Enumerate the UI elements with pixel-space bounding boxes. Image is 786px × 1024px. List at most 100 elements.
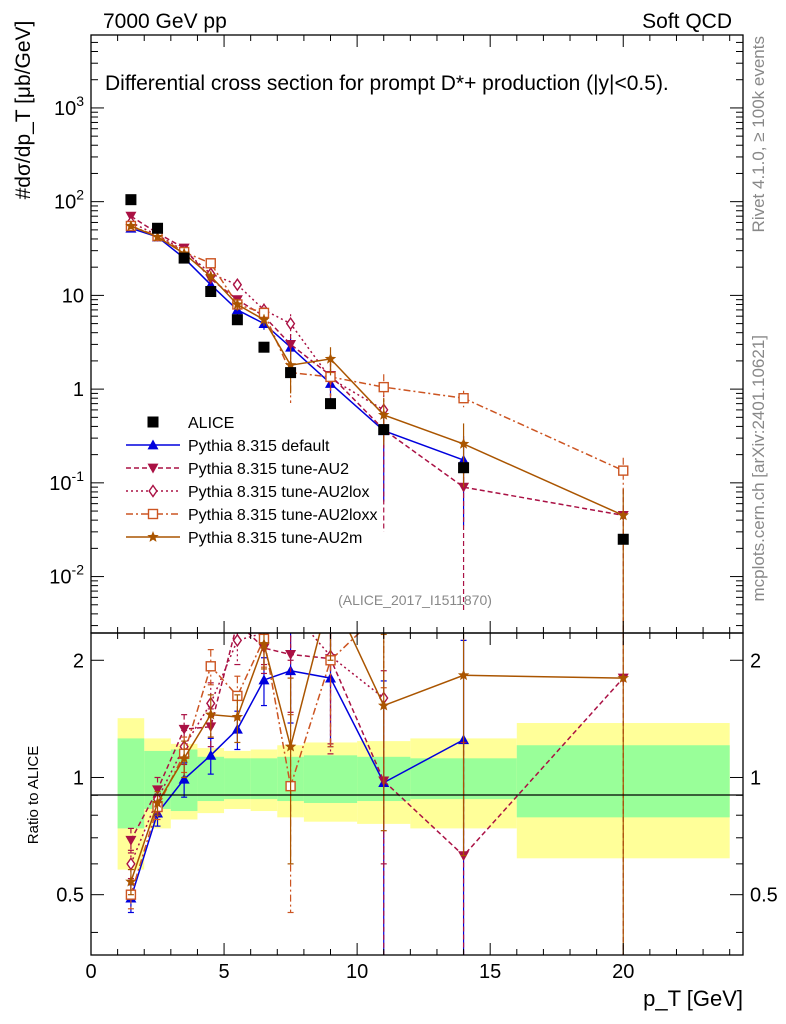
ratio-y-tick-label: 0.5 [56,885,84,907]
ratio-y-tick-label: 1 [73,767,84,789]
legend-marker [147,463,159,474]
main-point [378,409,390,420]
main-point [617,509,629,521]
main-point [258,313,270,325]
main-point [205,270,217,282]
main-point [205,258,216,269]
main-point [458,392,469,404]
legend-entry: Pythia 8.315 tune-AU2loxx [126,507,377,524]
alice-data-point [458,462,470,474]
alice-data-point [258,341,270,353]
x-tick-label: 15 [479,961,501,983]
ratio-point [325,586,336,597]
ratio-point [178,752,190,764]
legend-entry: Pythia 8.315 default [126,438,330,455]
ratio-y-tick-label-right: 2 [750,650,761,672]
main-point [285,316,296,331]
main-point [151,231,164,242]
stat-uncertainty-bin [250,758,278,800]
legend-label: Pythia 8.315 default [188,438,330,455]
ratio-plot-frame [90,632,744,956]
main-series-line [130,225,624,472]
legend-label: Pythia 8.315 tune-AU2loxx [188,507,377,524]
x-tick-label: 10 [346,961,368,983]
legend-marker [147,531,159,542]
ratio-point [125,835,137,846]
alice-data-point [205,286,217,298]
main-point [457,437,470,449]
ratio-point [205,708,217,720]
stat-uncertainty-bin [117,738,145,829]
header-energy: 7000 GeV pp [103,10,227,33]
ratio-point [287,604,295,615]
ratio-point [205,661,216,672]
ratio-point [258,674,270,685]
stat-uncertainty-bin [303,755,358,803]
y-tick-label: 103 [54,93,84,120]
main-series-line [130,221,385,411]
alice-data-point [231,314,243,326]
ratio-point [258,638,270,649]
y-tick-label: 10 [62,285,84,307]
alice-data-point [178,252,190,264]
ratio-series-2 [126,604,389,880]
ratio-point [231,711,244,722]
main-series-0 [125,222,470,526]
header-process: Soft QCD [642,10,732,33]
ratio-y-axis-label: Ratio to ALICE [25,746,42,844]
y-tick-label: 10-2 [49,562,84,589]
y-tick-label: 102 [54,187,84,214]
ratio-point [205,749,217,760]
ratio-y-tick-label: 2 [73,650,84,672]
ratio-series-line [130,669,464,899]
main-point [284,359,297,370]
main-series-group [125,194,629,633]
legend-entry: ALICE [147,415,234,432]
main-point [458,482,470,493]
ratio-point [617,672,629,683]
alice-data-point [617,533,629,545]
ratio-uncertainty-band [117,718,730,870]
alice-data-point [152,222,164,234]
alice-data-point [125,194,137,206]
ratio-point [232,618,243,628]
ratio-point [151,797,164,808]
ratio-point [232,633,243,648]
x-tick-label: 20 [612,961,634,983]
legend-entry: Pythia 8.315 tune-AU2 [126,461,349,478]
legend-label: Pythia 8.315 tune-AU2m [188,530,362,547]
legend-label: ALICE [188,415,234,432]
main-series-line [130,227,464,461]
ratio-series-line [130,633,624,857]
main-series-line [130,215,624,517]
y-axis-label: #dσ/dp_T [μb/GeV] [12,21,35,200]
analysis-watermark: (ALICE_2017_I1511870) [338,592,492,608]
ratio-y-tick-label-right: 0.5 [750,885,778,907]
ratio-point [178,773,190,784]
x-tick-label: 5 [218,961,229,983]
ratio-point [457,669,470,681]
ratio-point [285,650,297,660]
ratio-point [378,699,390,711]
rivet-version-label: Rivet 4.1.0, ≥ 100k events [749,36,768,232]
ratio-point [152,785,164,796]
alice-data-point [325,398,337,410]
main-point [285,339,297,350]
alice-data-point [378,424,390,436]
x-tick-label: 0 [85,961,96,983]
mcplots-label: mcplots.cern.ch [arXiv:2401.10621] [749,335,768,601]
main-point [324,352,337,364]
stat-uncertainty-bin [224,758,251,800]
ratio-point [125,875,137,887]
alice-data [125,194,629,545]
x-axis-label: p_T [GeV] [643,986,743,1011]
main-point [618,465,629,476]
main-point [378,381,389,393]
axes-group: 0 5 10 15 20 10-2 10-1 1 10 102 103 0.5 0.5 1 1 2 2 [49,34,778,983]
ratio-point [284,740,297,752]
legend-entry: Pythia 8.315 tune-AU2lox [126,484,369,501]
y-tick-label: 1 [73,379,84,401]
main-point [232,277,243,292]
main-series-4 [125,220,629,633]
